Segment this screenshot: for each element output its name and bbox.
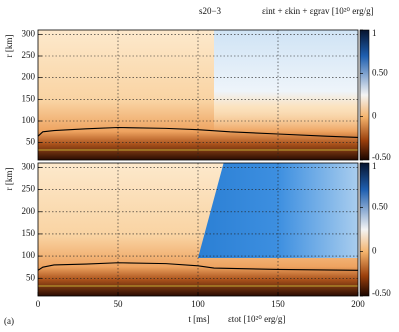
colorbar-tick-label: 1 xyxy=(372,161,377,171)
colorbar-tick-label: -0.50 xyxy=(372,288,391,298)
x-tick-label: 200 xyxy=(351,299,365,309)
x-tick-label: 50 xyxy=(114,299,124,309)
colorbar xyxy=(359,162,370,297)
x-axis-label: t [ms] xyxy=(188,314,209,324)
y-tick-label: 50 xyxy=(26,272,36,282)
y-tick-label: 150 xyxy=(22,228,36,238)
heatmap-field xyxy=(214,30,358,132)
y-tick-label: 50 xyxy=(26,137,36,147)
contour-line xyxy=(37,126,359,139)
colorbar-tick-label: 0 xyxy=(372,246,377,256)
chart-title: s20−3 xyxy=(199,6,222,16)
y-axis-label: r [km] xyxy=(4,35,14,58)
colorbar-tick-label: 1 xyxy=(372,28,377,38)
y-tick-label: 100 xyxy=(22,115,36,125)
plot-frame xyxy=(37,162,359,297)
y-tick-label: 250 xyxy=(22,184,36,194)
colorbar xyxy=(359,29,370,161)
colorbar-tick-label: 0.50 xyxy=(372,201,388,211)
y-tick-label: 300 xyxy=(22,161,36,171)
x-tick-label: 150 xyxy=(271,299,285,309)
y-tick-label: 100 xyxy=(22,250,36,260)
y-tick-label: 250 xyxy=(22,50,36,60)
y-axis-label: r [km] xyxy=(4,168,14,191)
panel-label: (a) xyxy=(4,316,14,326)
colorbar-tick-label: 0 xyxy=(372,111,377,121)
x-tick-label: 0 xyxy=(36,299,41,309)
colorbar-tick-label: -0.50 xyxy=(372,152,391,162)
x-tick-label: 100 xyxy=(191,299,205,309)
y-tick-label: 150 xyxy=(22,93,36,103)
colorbar-label: εint + εkin + εgrav [10²⁰ erg/g] xyxy=(262,6,374,16)
y-tick-label: 200 xyxy=(22,72,36,82)
heatmap-field xyxy=(198,163,358,258)
y-tick-label: 300 xyxy=(22,28,36,38)
contour-line xyxy=(37,262,359,271)
colorbar-label: εtot [10²⁰ erg/g] xyxy=(228,314,285,324)
plot-frame xyxy=(37,29,359,161)
colorbar-tick-label: 0.50 xyxy=(372,67,388,77)
y-tick-label: 200 xyxy=(22,206,36,216)
